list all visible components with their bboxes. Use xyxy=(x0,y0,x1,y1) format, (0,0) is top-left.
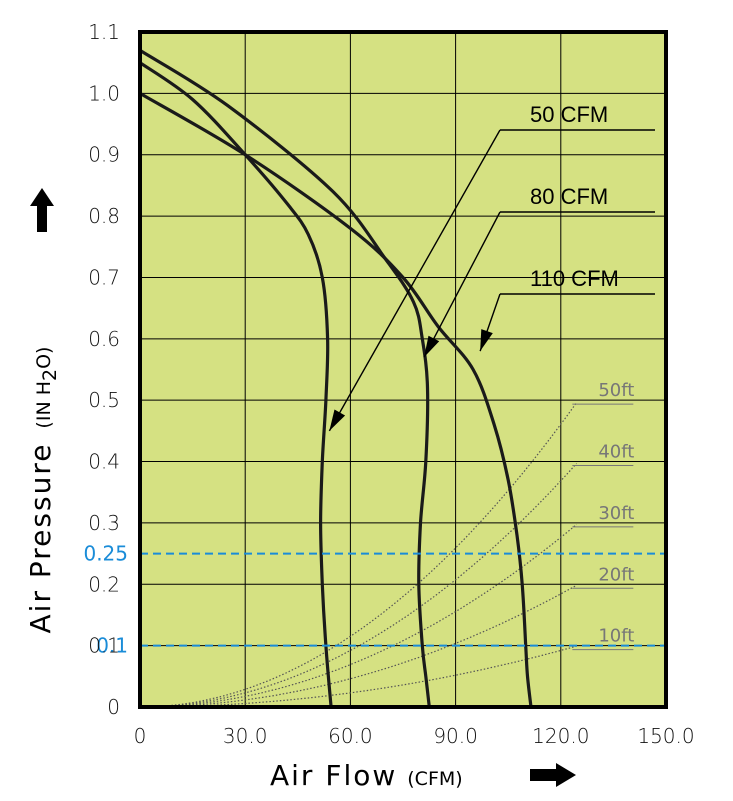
y-tick-label: 0.7 xyxy=(88,265,120,289)
curve-arrowhead-icon xyxy=(424,335,440,358)
y-axis-unit-sub: 2 xyxy=(39,369,61,381)
system-curve-label: 20ft xyxy=(598,564,634,585)
y-tick-label: 0 xyxy=(107,695,120,719)
y-tick-label: 0.8 xyxy=(88,204,120,228)
x-tick-label: 90.0 xyxy=(433,724,478,748)
y-axis-title: Air Pressure (IN H2O) xyxy=(24,347,61,634)
highlight-lines: 0.25 0.1 xyxy=(83,542,666,658)
system-curve-20ft xyxy=(140,584,577,708)
curve-label: 110 CFM xyxy=(530,266,619,291)
y-tick-label: 0.5 xyxy=(88,388,120,412)
svg-text:Air Pressure (IN H2O): Air Pressure (IN H2O) xyxy=(24,347,61,634)
curve-leader-line xyxy=(423,211,501,358)
curve-label: 80 CFM xyxy=(530,184,608,209)
system-curve-50ft xyxy=(140,402,578,708)
y-axis-unit-end: O) xyxy=(33,347,55,369)
x-axis-arrow-icon xyxy=(530,763,576,787)
y-tick-label: 0.4 xyxy=(88,450,120,474)
curve-label: 50 CFM xyxy=(530,102,608,127)
x-tick-labels: 0 30.0 60.0 90.0 120.0 150.0 xyxy=(134,724,695,748)
system-curve-40ft xyxy=(140,463,578,708)
plot-background xyxy=(140,32,666,707)
y-tick-labels: 0 0.1 0.2 0.3 0.4 0.5 0.6 0.7 0.8 0.9 1.0 1.1 xyxy=(88,20,120,719)
y-axis-arrow-icon xyxy=(30,188,54,232)
y-tick-label: 0.9 xyxy=(88,143,120,167)
x-axis-title: Air Flow (CFM) xyxy=(270,759,463,792)
system-curve-label: 40ft xyxy=(598,442,634,463)
highlight-label: 0.25 xyxy=(83,542,128,566)
y-tick-label: 0.2 xyxy=(88,572,120,596)
curve-pointers: 50 CFM 80 CFM 110 CFM xyxy=(328,102,655,432)
y-tick-label: 1.0 xyxy=(88,81,120,105)
y-axis-label: Air Pressure xyxy=(24,443,57,634)
curve-80-cfm xyxy=(139,49,431,708)
curve-leader-line xyxy=(328,129,501,432)
y-tick-label: 0.3 xyxy=(88,511,120,535)
y-tick-label: 0.6 xyxy=(88,327,120,351)
y-tick-label: 1.1 xyxy=(88,20,120,44)
x-tick-label: 0 xyxy=(134,724,147,748)
x-tick-label: 30.0 xyxy=(223,724,268,748)
system-curve-label: 30ft xyxy=(598,503,634,524)
system-curves: 50ft 40ft 30ft 20ft 10ft xyxy=(140,380,634,708)
y-axis-unit: (IN H xyxy=(33,381,55,429)
curve-110-cfm xyxy=(139,91,533,708)
x-tick-label: 150.0 xyxy=(637,724,694,748)
x-axis-label: Air Flow xyxy=(270,759,397,792)
plot-frame xyxy=(138,30,668,709)
system-curve-30ft xyxy=(140,523,577,708)
system-curve-label: 50ft xyxy=(598,380,634,401)
y-tick-label: 0.1 xyxy=(88,634,120,658)
system-curve-label: 10ft xyxy=(598,626,634,647)
x-tick-label: 120.0 xyxy=(532,724,589,748)
curve-arrowhead-icon xyxy=(480,329,493,352)
x-axis-unit: (CFM) xyxy=(407,768,462,790)
curve-arrowhead-icon xyxy=(329,409,346,431)
highlight-label: 0.1 xyxy=(96,634,128,658)
performance-curves xyxy=(139,49,533,708)
x-tick-label: 60.0 xyxy=(328,724,373,748)
